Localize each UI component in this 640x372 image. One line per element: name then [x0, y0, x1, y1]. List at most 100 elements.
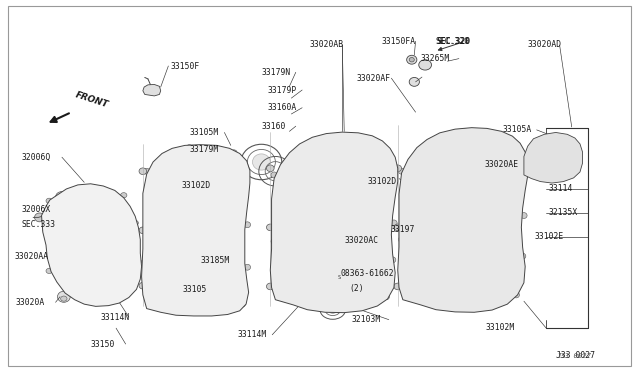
- Text: 33102E: 33102E: [534, 232, 563, 241]
- Ellipse shape: [244, 264, 250, 270]
- Ellipse shape: [330, 306, 336, 311]
- Ellipse shape: [252, 154, 270, 170]
- Ellipse shape: [145, 268, 151, 274]
- Text: 32006X: 32006X: [22, 205, 51, 215]
- Ellipse shape: [118, 294, 124, 299]
- Ellipse shape: [394, 165, 401, 171]
- Ellipse shape: [239, 301, 246, 307]
- Text: 33102D: 33102D: [368, 177, 397, 186]
- Text: 33179M: 33179M: [190, 145, 220, 154]
- Ellipse shape: [406, 55, 417, 64]
- Ellipse shape: [409, 77, 419, 86]
- Ellipse shape: [378, 146, 385, 152]
- Ellipse shape: [394, 224, 401, 231]
- Text: 33197: 33197: [390, 225, 415, 234]
- Text: 33105A: 33105A: [502, 125, 531, 134]
- Ellipse shape: [328, 306, 337, 313]
- Ellipse shape: [120, 193, 127, 198]
- Text: 33020AD: 33020AD: [528, 41, 562, 49]
- Ellipse shape: [139, 282, 147, 289]
- Ellipse shape: [56, 192, 68, 203]
- Ellipse shape: [46, 198, 52, 203]
- Ellipse shape: [508, 140, 515, 145]
- Ellipse shape: [196, 310, 202, 315]
- Polygon shape: [42, 184, 141, 307]
- Text: 33114M: 33114M: [237, 330, 266, 339]
- Text: 33114: 33114: [548, 185, 573, 193]
- Ellipse shape: [61, 296, 67, 301]
- Text: 33160A: 33160A: [268, 103, 297, 112]
- Text: 33020A: 33020A: [15, 298, 45, 307]
- Ellipse shape: [266, 224, 274, 231]
- Ellipse shape: [399, 270, 406, 276]
- Ellipse shape: [398, 168, 404, 174]
- Text: 33102D: 33102D: [182, 182, 211, 190]
- Text: 33020AB: 33020AB: [309, 41, 343, 49]
- Text: 33150FA: 33150FA: [381, 37, 415, 46]
- Text: 33150F: 33150F: [170, 61, 200, 71]
- Text: 33150: 33150: [91, 340, 115, 349]
- Text: J33 0027: J33 0027: [556, 351, 595, 360]
- Ellipse shape: [272, 272, 278, 278]
- Text: 33114N: 33114N: [100, 312, 129, 321]
- Ellipse shape: [46, 268, 52, 273]
- Ellipse shape: [280, 296, 286, 302]
- Ellipse shape: [398, 237, 404, 243]
- Ellipse shape: [72, 192, 87, 206]
- Ellipse shape: [388, 183, 394, 189]
- Text: 33179N: 33179N: [261, 68, 291, 77]
- Ellipse shape: [520, 172, 526, 178]
- Text: 33105: 33105: [182, 285, 207, 294]
- Text: J33 0027: J33 0027: [556, 353, 591, 359]
- Ellipse shape: [520, 253, 526, 259]
- Text: SEC.320: SEC.320: [436, 37, 470, 46]
- Text: SEC.320: SEC.320: [436, 37, 470, 46]
- Text: 32135X: 32135X: [548, 208, 577, 217]
- Ellipse shape: [135, 259, 141, 264]
- Text: 32103M: 32103M: [352, 315, 381, 324]
- Ellipse shape: [390, 257, 396, 263]
- Text: 33160: 33160: [261, 122, 285, 131]
- Polygon shape: [270, 132, 397, 312]
- Ellipse shape: [43, 228, 49, 233]
- Text: 33102M: 33102M: [486, 323, 515, 331]
- Polygon shape: [524, 132, 582, 183]
- Text: 33179P: 33179P: [268, 86, 297, 94]
- Text: 33105M: 33105M: [190, 128, 220, 137]
- Ellipse shape: [272, 205, 278, 211]
- Text: 33265M: 33265M: [420, 54, 450, 63]
- Ellipse shape: [383, 294, 390, 300]
- Text: FRONT: FRONT: [74, 90, 109, 110]
- Ellipse shape: [244, 222, 250, 228]
- Polygon shape: [397, 128, 528, 312]
- Ellipse shape: [186, 145, 193, 151]
- Ellipse shape: [151, 301, 157, 307]
- Ellipse shape: [139, 168, 147, 174]
- Ellipse shape: [132, 220, 138, 225]
- Ellipse shape: [266, 283, 274, 290]
- Ellipse shape: [394, 283, 401, 290]
- Ellipse shape: [458, 306, 465, 311]
- Ellipse shape: [547, 152, 559, 163]
- Ellipse shape: [409, 294, 415, 300]
- Ellipse shape: [139, 227, 147, 234]
- Ellipse shape: [231, 150, 237, 156]
- Polygon shape: [143, 84, 161, 96]
- Text: 08363-61662: 08363-61662: [340, 269, 394, 278]
- Ellipse shape: [399, 202, 406, 208]
- Ellipse shape: [301, 287, 326, 308]
- Text: 33020AA: 33020AA: [14, 251, 48, 261]
- Ellipse shape: [409, 58, 414, 62]
- Ellipse shape: [35, 213, 45, 222]
- Polygon shape: [141, 145, 250, 316]
- Ellipse shape: [271, 172, 277, 178]
- Text: (2): (2): [349, 284, 364, 293]
- Ellipse shape: [189, 294, 209, 311]
- Text: 33020AE: 33020AE: [484, 160, 518, 169]
- Text: 33020AC: 33020AC: [344, 236, 378, 245]
- Text: S: S: [337, 275, 340, 280]
- Ellipse shape: [243, 179, 249, 185]
- Ellipse shape: [143, 233, 150, 239]
- Ellipse shape: [513, 292, 520, 298]
- Text: SEC.333: SEC.333: [22, 220, 56, 229]
